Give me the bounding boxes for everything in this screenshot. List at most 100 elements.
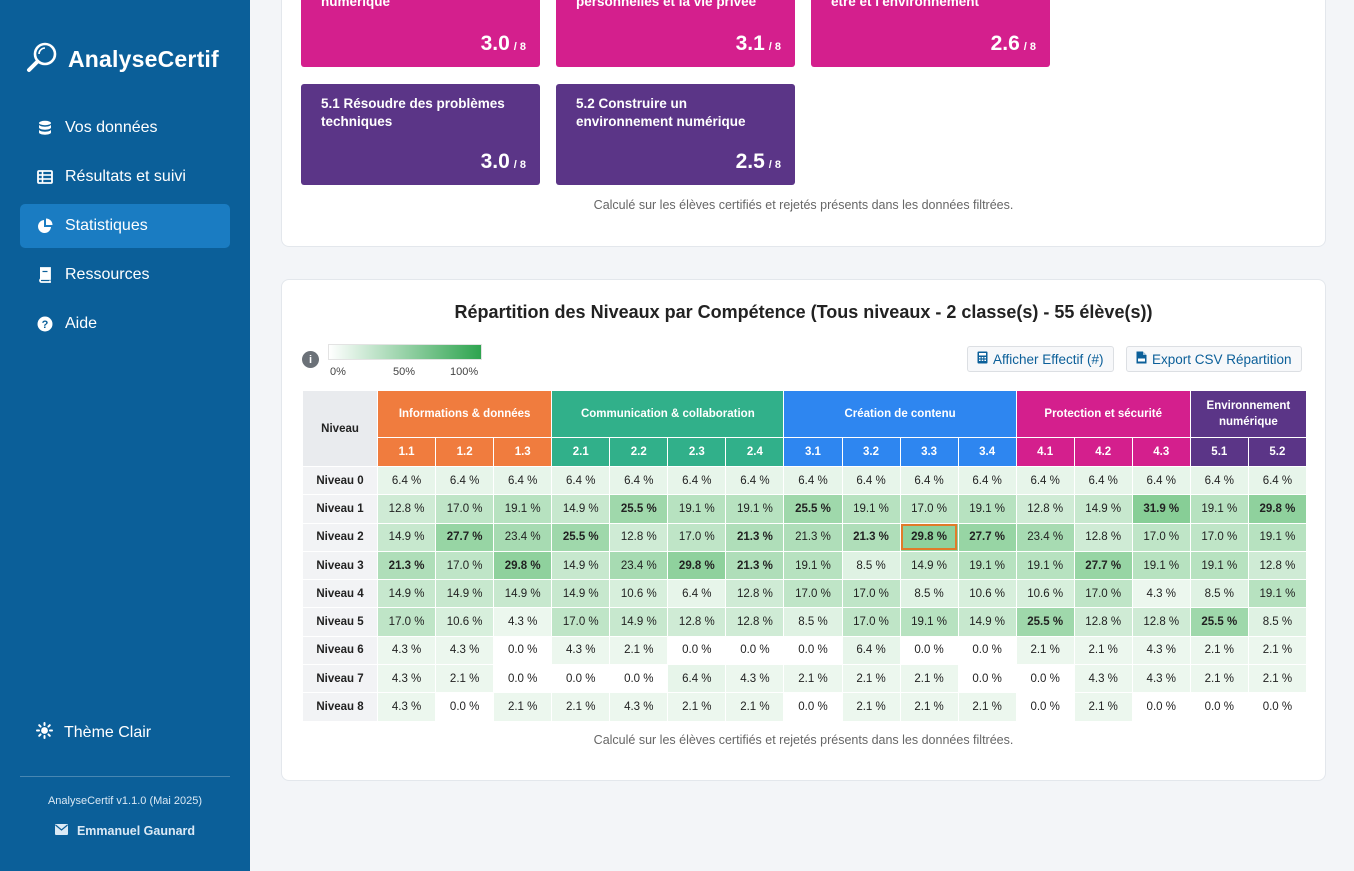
heatmap-cell: 12.8 % bbox=[377, 494, 437, 524]
competence-subheader[interactable]: 2.3 bbox=[667, 437, 727, 467]
competence-subheader[interactable]: 2.4 bbox=[725, 437, 785, 467]
heatmap-cell: 0.0 % bbox=[493, 664, 553, 694]
sidebar-divider bbox=[20, 776, 230, 777]
heatmap-cell: 2.1 % bbox=[725, 692, 785, 722]
heatmap-cell: 2.1 % bbox=[1073, 635, 1133, 666]
heatmap-cell: 14.9 % bbox=[609, 607, 669, 637]
export-csv-button[interactable]: Export CSV Répartition bbox=[1126, 346, 1302, 372]
nav-item-aide[interactable]: ? Aide bbox=[20, 302, 230, 346]
show-count-button[interactable]: Afficher Effectif (#) bbox=[967, 346, 1114, 372]
competence-subheader[interactable]: 5.2 bbox=[1247, 437, 1308, 467]
row-label: Niveau 2 bbox=[301, 522, 379, 552]
heatmap-cell: 17.0 % bbox=[1131, 522, 1191, 552]
sidebar: AnalyseCertif Vos données Résultats et s… bbox=[0, 0, 250, 871]
brand[interactable]: AnalyseCertif bbox=[26, 40, 219, 79]
repartition-title: Répartition des Niveaux par Compétence (… bbox=[454, 302, 1153, 322]
competence-subheader[interactable]: 4.3 bbox=[1131, 437, 1191, 467]
heatmap-cell: 0.0 % bbox=[1015, 692, 1075, 722]
heatmap-cell: 2.1 % bbox=[841, 664, 901, 694]
heatmap-cell: 14.9 % bbox=[377, 579, 437, 609]
heatmap-cell: 2.1 % bbox=[435, 664, 495, 694]
heatmap-cell: 8.5 % bbox=[841, 550, 901, 581]
color-scale-legend bbox=[328, 344, 482, 360]
competence-subheader[interactable]: 1.2 bbox=[435, 437, 495, 467]
table-row: Niveau 4 14.9 % 14.9 % 14.9 % 14.9 % 10.6 % 6.… bbox=[301, 579, 1308, 609]
competence-subheader[interactable]: 4.1 bbox=[1015, 437, 1075, 467]
competence-subheader[interactable]: 2.2 bbox=[609, 437, 669, 467]
heatmap-cell: 6.4 % bbox=[899, 465, 959, 496]
heatmap-cell: 4.3 % bbox=[377, 664, 437, 694]
heatmap-cell: 12.8 % bbox=[725, 607, 785, 637]
nav-item-vos-donnees[interactable]: Vos données bbox=[20, 106, 230, 150]
row-label: Niveau 8 bbox=[301, 692, 379, 722]
niveau-column-header[interactable]: Niveau bbox=[301, 390, 379, 467]
heatmap-cell: 14.9 % bbox=[435, 579, 495, 609]
heatmap-cell: 2.1 % bbox=[841, 692, 901, 722]
heatmap-cell: 19.1 % bbox=[725, 494, 785, 524]
nav-item-label: Résultats et suivi bbox=[65, 168, 186, 185]
competence-subheader[interactable]: 4.2 bbox=[1073, 437, 1133, 467]
heatmap-cell: 0.0 % bbox=[493, 635, 553, 666]
score-max: / 8 bbox=[1023, 41, 1036, 53]
competence-subheader[interactable]: 2.1 bbox=[551, 437, 611, 467]
heatmap-cell: 6.4 % bbox=[1073, 465, 1133, 496]
nav-item-ressources[interactable]: Ressources bbox=[20, 253, 230, 297]
heatmap-cell: 23.4 % bbox=[493, 522, 553, 552]
row-label: Niveau 7 bbox=[301, 664, 379, 694]
competence-subheader[interactable]: 3.3 bbox=[899, 437, 959, 467]
nav-item-resultats[interactable]: Résultats et suivi bbox=[20, 155, 230, 199]
author-link[interactable]: Emmanuel Gaunard bbox=[0, 824, 250, 838]
heatmap-cell: 4.3 % bbox=[551, 635, 611, 666]
heatmap-cell: 19.1 % bbox=[957, 550, 1017, 581]
heatmap-cell: 14.9 % bbox=[377, 522, 437, 552]
heatmap-cell: 2.1 % bbox=[783, 664, 843, 694]
competence-subheader[interactable]: 1.1 bbox=[377, 437, 437, 467]
heatmap-cell: 4.3 % bbox=[377, 635, 437, 666]
heatmap-cell: 4.3 % bbox=[1131, 579, 1191, 609]
heatmap-cell: 17.0 % bbox=[435, 550, 495, 581]
theme-toggle-label: Thème Clair bbox=[64, 724, 152, 741]
heatmap-cell: 2.1 % bbox=[1015, 635, 1075, 666]
repartition-footnote: Calculé sur les élèves certifiés et reje… bbox=[593, 733, 1014, 747]
legend-mid-label: 50% bbox=[393, 366, 416, 378]
heatmap-cell: 6.4 % bbox=[493, 465, 553, 496]
heatmap-cell: 0.0 % bbox=[957, 635, 1017, 666]
competence-group-header: Communication & collaboration bbox=[551, 390, 785, 438]
competence-subheader[interactable]: 3.2 bbox=[841, 437, 901, 467]
heatmap-cell: 2.1 % bbox=[1189, 664, 1249, 694]
heatmap-cell: 8.5 % bbox=[899, 579, 959, 609]
heatmap-cell: 2.1 % bbox=[899, 664, 959, 694]
score-tile-value: 3.0/ 8 bbox=[481, 150, 526, 174]
heatmap-cell: 19.1 % bbox=[1015, 550, 1075, 581]
competence-subheader[interactable]: 3.4 bbox=[957, 437, 1017, 467]
table-row: Niveau 5 17.0 % 10.6 % 4.3 % 17.0 % 14.9 % 12.… bbox=[301, 607, 1308, 637]
heatmap-cell: 12.8 % bbox=[1015, 494, 1075, 524]
heatmap-cell: 2.1 % bbox=[493, 692, 553, 722]
version-text: AnalyseCertif v1.1.0 (Mai 2025) bbox=[47, 795, 203, 807]
info-icon[interactable]: i bbox=[302, 351, 319, 368]
heatmap-cell: 6.4 % bbox=[667, 664, 727, 694]
heatmap-cell: 6.4 % bbox=[667, 579, 727, 609]
row-label: Niveau 3 bbox=[301, 550, 379, 581]
heatmap-cell: 2.1 % bbox=[1073, 692, 1133, 722]
heatmap-cell: 12.8 % bbox=[609, 522, 669, 552]
heatmap-cell: 19.1 % bbox=[1189, 494, 1249, 524]
nav-item-label: Statistiques bbox=[65, 217, 148, 234]
heatmap-cell: 0.0 % bbox=[667, 635, 727, 666]
heatmap-cell: 17.0 % bbox=[1073, 579, 1133, 609]
competence-subheader[interactable]: 5.1 bbox=[1189, 437, 1249, 467]
heatmap-cell: 10.6 % bbox=[609, 579, 669, 609]
score-tile-label: être et l'environnement bbox=[831, 0, 979, 9]
heatmap-cell: 2.1 % bbox=[609, 635, 669, 666]
competence-subheader[interactable]: 1.3 bbox=[493, 437, 553, 467]
score-value: 3.0 bbox=[480, 32, 510, 55]
theme-toggle[interactable]: Thème Clair bbox=[36, 722, 151, 744]
nav-item-statistiques[interactable]: Statistiques bbox=[20, 204, 230, 248]
competence-group-header: Informations & données bbox=[377, 390, 553, 438]
heatmap-cell: 27.7 % bbox=[957, 522, 1017, 552]
row-label: Niveau 6 bbox=[301, 635, 379, 666]
competence-subheader[interactable]: 3.1 bbox=[783, 437, 843, 467]
score-tile-value: 2.5/ 8 bbox=[736, 150, 781, 174]
heatmap-cell: 17.0 % bbox=[841, 607, 901, 637]
table-row: Niveau 3 21.3 % 17.0 % 29.8 % 14.9 % 23.4 % 29… bbox=[301, 550, 1308, 581]
